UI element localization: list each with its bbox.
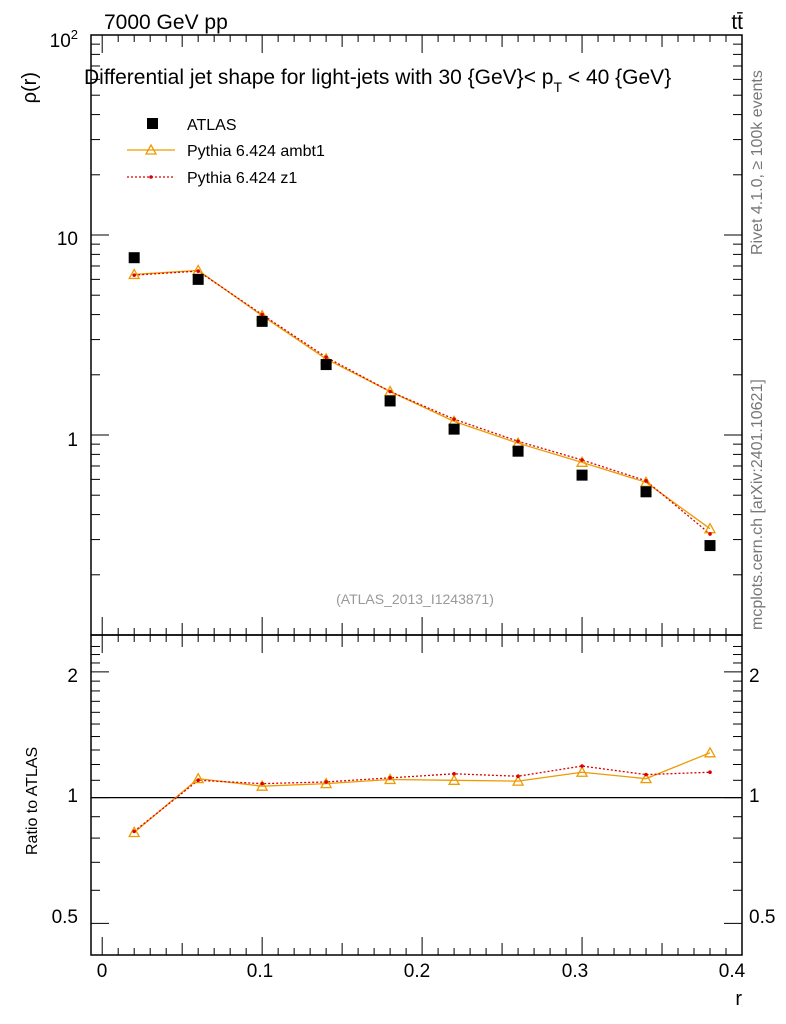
ambt1-ratio-point — [384, 773, 397, 785]
legend-label-ambt1: Pythia 6.424 ambt1 — [187, 143, 325, 160]
ratio-tick-label-2: 2 — [67, 666, 78, 687]
z1-ratio-point — [580, 764, 584, 768]
ratio-tick-label-0.5: 0.5 — [52, 907, 78, 928]
axis-ticks — [91, 34, 743, 955]
z1-line — [134, 270, 711, 535]
z1-point — [324, 355, 328, 359]
z1-point — [388, 389, 392, 394]
ambt1-ratio-point — [511, 774, 525, 786]
ambt1-ratio-point — [192, 772, 205, 784]
legend-marker-z1 — [149, 175, 153, 179]
header-left: 7000 GeV pp — [104, 11, 228, 34]
ambt1-ratio-point — [256, 779, 269, 791]
atlas-point — [384, 395, 396, 407]
z1-point — [580, 458, 584, 462]
y-tick-label-10: 10 — [57, 229, 78, 250]
legend-marker-ambt1 — [144, 143, 158, 155]
ambt1-ratio-point — [320, 777, 333, 789]
ratio-tick-label-right-2: 2 — [749, 666, 760, 687]
ambt1-point — [575, 455, 589, 467]
legend-marker-atlas — [147, 118, 158, 129]
legend-label-atlas: ATLAS — [187, 117, 237, 134]
ambt1-ratio-point — [575, 765, 589, 777]
x-tick-label-0.1: 0.1 — [247, 961, 273, 982]
z1-ratio-point — [132, 829, 136, 834]
atlas-point — [576, 469, 588, 481]
rivet-label: Rivet 4.1.0, ≥ 100k events — [749, 70, 766, 255]
ambt1-line — [134, 269, 711, 530]
z1-point — [516, 439, 520, 444]
z1-ratio-point — [708, 770, 712, 775]
z1-point — [196, 269, 200, 273]
x-tick-label-0.3: 0.3 — [562, 961, 588, 982]
x-tick-label-0.4: 0.4 — [719, 961, 746, 982]
z1-point — [644, 479, 648, 483]
ambt1-ratio-line — [133, 752, 711, 833]
z1-ratio-line — [133, 765, 711, 832]
ambt1-ratio-point — [128, 826, 141, 838]
atlas-point — [448, 423, 460, 435]
ratio-tick-label-right-1: 1 — [749, 786, 760, 807]
ratio-tick-label-right-0.5: 0.5 — [749, 907, 775, 928]
atlas-point — [256, 315, 268, 327]
legend-label-z1: Pythia 6.424 z1 — [187, 170, 297, 187]
z1-point — [132, 273, 136, 277]
atlas-point — [640, 486, 652, 498]
atlas-point — [128, 252, 140, 264]
z1-ratio-point — [452, 772, 456, 776]
legend: ATLAS Pythia 6.424 ambt1 Pythia 6.424 z1 — [127, 117, 325, 187]
ratio-plot-frame — [90, 634, 743, 956]
atlas-point — [192, 273, 204, 285]
ambt1-ratio-point — [447, 773, 461, 785]
x-tick-label-0: 0 — [97, 961, 108, 982]
y-tick-label-1: 1 — [67, 430, 78, 451]
z1-ratio-point — [324, 780, 328, 784]
x-axis-label: r — [735, 988, 742, 1010]
header-right: tt̄ — [731, 11, 743, 34]
z1-ratio-point — [388, 776, 392, 780]
atlas-point — [512, 445, 524, 457]
ambt1-point — [128, 268, 141, 280]
ambt1-ratio-point — [639, 772, 653, 784]
z1-point — [452, 417, 456, 421]
ratio-tick-label-1: 1 — [67, 786, 78, 807]
y-tick-label-100: 102 — [50, 27, 78, 52]
z1-ratio-point — [196, 778, 200, 783]
mcplots-label: mcplots.cern.ch [arXiv:2401.10621] — [749, 379, 766, 630]
z1-ratio-point — [260, 781, 264, 786]
z1-point — [260, 312, 264, 317]
ambt1-ratio-point — [703, 746, 717, 758]
ratio-y-axis-label: Ratio to ATLAS — [24, 747, 41, 855]
chart-title: Differential jet shape for light-jets wi… — [84, 66, 671, 95]
reference-label: (ATLAS_2013_I1243871) — [336, 591, 494, 607]
y-axis-label: ρ(r) — [19, 72, 41, 103]
z1-ratio-point — [516, 774, 520, 779]
series-layer — [128, 252, 717, 838]
atlas-point — [704, 540, 716, 552]
z1-point — [708, 532, 712, 536]
z1-ratio-point — [644, 772, 648, 777]
atlas-point — [320, 359, 332, 371]
x-tick-label-0.2: 0.2 — [404, 961, 430, 982]
